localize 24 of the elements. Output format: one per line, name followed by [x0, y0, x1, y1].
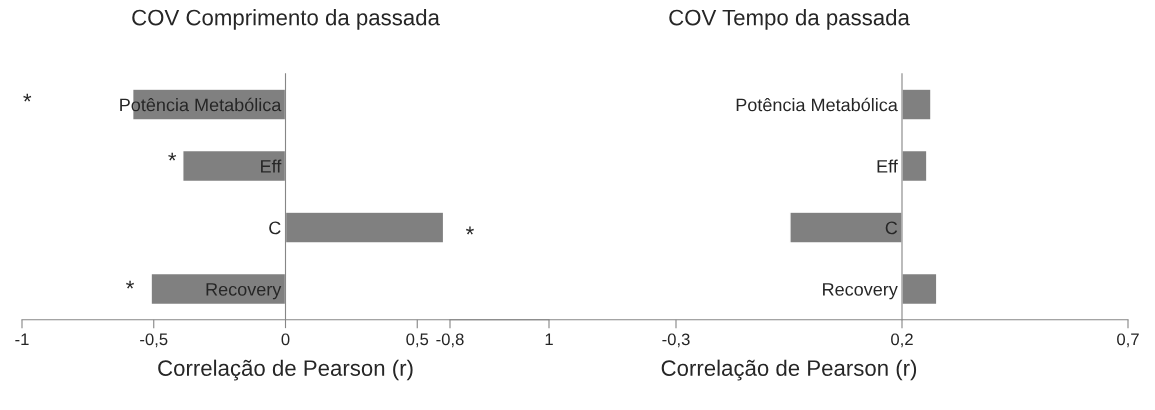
x-tick-label: -1	[15, 333, 29, 346]
chart-title: COV Comprimento da passada	[132, 9, 440, 30]
x-tick-label: 0,2	[891, 333, 913, 348]
chart-title: COV Tempo da passada	[669, 9, 910, 30]
x-tick-label: -0,5	[140, 333, 168, 348]
y-tick-label: C	[885, 221, 898, 235]
x-axis-title: Correlação de Pearson (r)	[661, 359, 917, 381]
x-tick-label: 0,7	[1117, 333, 1139, 348]
annotation: *	[465, 226, 474, 235]
x-axis-title: Correlação de Pearson (r)	[158, 359, 413, 381]
x-tick-label: -0,3	[662, 333, 690, 348]
annotation: *	[23, 93, 32, 102]
annotation: *	[168, 152, 177, 161]
y-tick-label: C	[269, 221, 281, 235]
x-tick-label: -0,8	[436, 333, 464, 348]
annotation: *	[126, 280, 135, 289]
x-tick-label: 0,5	[406, 333, 429, 348]
y-tick-label: Recovery	[823, 283, 898, 300]
x-tick-label: 0	[281, 333, 290, 346]
y-tick-label: Eff	[877, 159, 898, 173]
y-tick-label: Recovery	[206, 283, 282, 300]
x-tick-label: 1	[545, 333, 553, 346]
y-tick-label: Potência Metabólica	[736, 97, 898, 112]
y-tick-label: Eff	[261, 159, 282, 173]
